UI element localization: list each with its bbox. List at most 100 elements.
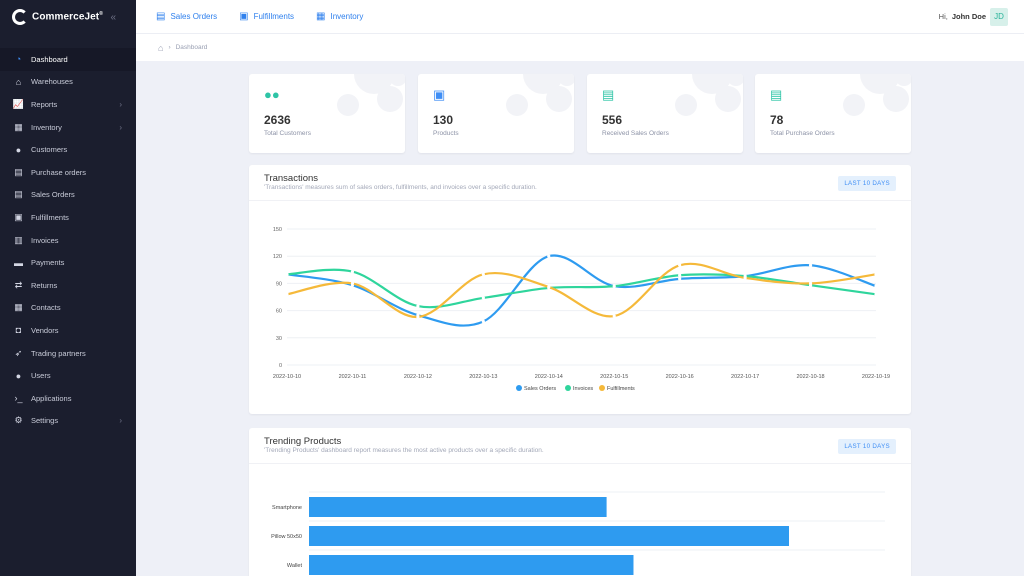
users-icon: ●● <box>264 87 280 102</box>
sidebar-item-settings[interactable]: ⚙ Settings › <box>0 410 136 433</box>
sidebar-item-applications[interactable]: ›_ Applications <box>0 387 136 410</box>
sidebar-item-label: Dashboard <box>31 54 68 64</box>
y-tick-label: 60 <box>276 309 282 315</box>
sidebar-item-purchase-orders[interactable]: ▤ Purchase orders <box>0 161 136 184</box>
box-open-icon: ▣ <box>433 87 446 102</box>
x-tick-label: 2022-10-16 <box>666 374 694 380</box>
sidebar-item-label: Purchase orders <box>31 167 87 177</box>
x-tick-label: 2022-10-17 <box>731 374 759 380</box>
topnav-label: Inventory <box>330 12 364 21</box>
divider <box>249 200 911 201</box>
stat-label: Total Customers <box>264 130 311 137</box>
sidebar-item-label: Contacts <box>31 303 61 313</box>
decorative-bubble <box>727 74 743 86</box>
collapse-sidebar-icon[interactable]: « <box>110 11 116 23</box>
sidebar-item-label: Applications <box>31 393 72 403</box>
stat-value: 78 <box>770 113 784 127</box>
sidebar-item-label: Settings <box>31 416 59 426</box>
topnav-fulfillments-link[interactable]: ▣ Fulfillments <box>239 11 294 22</box>
home-icon[interactable]: ⌂ <box>158 42 164 53</box>
legend-marker <box>516 385 522 391</box>
breadcrumb-separator: › <box>168 44 171 51</box>
data-point <box>678 273 682 277</box>
data-point <box>678 277 682 281</box>
sidebar-item-fulfillments[interactable]: ▣ Fulfillments <box>0 206 136 229</box>
breadcrumb-current: Dashboard <box>175 44 208 51</box>
category-label: Wallet <box>287 563 303 569</box>
stat-card-products[interactable]: ▣ 130 Products <box>418 74 574 153</box>
decorative-bubble <box>895 74 911 86</box>
sidebar-item-label: Users <box>31 371 51 381</box>
stat-label: Received Sales Orders <box>602 130 669 137</box>
data-point <box>481 319 485 324</box>
vendor-icon: ◘ <box>15 325 22 336</box>
stat-card-received-sales-orders[interactable]: ▤ 556 Received Sales Orders <box>587 74 743 153</box>
users-icon: ● <box>15 370 22 381</box>
data-point <box>481 296 485 300</box>
y-tick-label: 90 <box>276 281 282 287</box>
sidebar-item-returns[interactable]: ⇄ Returns <box>0 274 136 297</box>
data-point <box>547 285 551 289</box>
sidebar-item-label: Warehouses <box>31 77 73 87</box>
stat-card-total-customers[interactable]: ●● 2636 Total Customers <box>249 74 405 153</box>
decorative-bubble <box>377 86 403 112</box>
sidebar-item-customers[interactable]: ● Customers <box>0 138 136 161</box>
divider <box>249 463 911 464</box>
data-point <box>416 315 420 319</box>
file-export-icon: ▤ <box>602 87 615 102</box>
sidebar-item-trading-partners[interactable]: ➶ Trading partners <box>0 342 136 365</box>
stat-card-total-purchase-orders[interactable]: ▤ 78 Total Purchase Orders <box>755 74 911 153</box>
sidebar-item-dashboard[interactable]: ◔ Dashboard <box>0 48 136 71</box>
sidebar-item-contacts[interactable]: ▦ Contacts <box>0 297 136 320</box>
sidebar-item-label: Fulfillments <box>31 212 69 222</box>
sidebar-item-reports[interactable]: 📈 Reports › <box>0 93 136 116</box>
commercejet-logo-icon <box>12 9 28 25</box>
avatar[interactable]: JD <box>990 7 1008 26</box>
trending-title: Trending Products <box>264 436 342 447</box>
boxes-icon: ▦ <box>316 11 326 22</box>
topnav-sales-orders-link[interactable]: ▤ Sales Orders <box>156 11 217 22</box>
x-tick-label: 2022-10-15 <box>600 374 628 380</box>
sidebar-item-payments[interactable]: ▬ Payments <box>0 251 136 274</box>
transactions-range-button[interactable]: LAST 10 DAYS <box>838 176 896 191</box>
data-point <box>743 276 747 280</box>
trending-bar-chart: Smartphone Pillow 50x50 Wallet <box>271 491 885 575</box>
bar-wallet <box>309 555 634 575</box>
series-line-invoices <box>286 268 877 309</box>
sidebar-item-warehouses[interactable]: ⌂ Warehouses <box>0 71 136 94</box>
data-point <box>612 284 616 288</box>
topbar: ▤ Sales Orders ▣ Fulfillments ▦ Inventory Hi,… <box>136 0 1024 34</box>
sidebar-item-label: Trading partners <box>31 348 86 358</box>
sidebar-item-inventory[interactable]: ▦ Inventory › <box>0 116 136 139</box>
data-point <box>874 284 878 288</box>
file-export-icon: ▤ <box>14 189 23 200</box>
trending-subtitle: 'Trending Products' dashboard report mea… <box>264 447 544 454</box>
sidebar-item-invoices[interactable]: ▥ Invoices <box>0 229 136 252</box>
decorative-bubble <box>675 94 697 116</box>
sidebar-item-sales-orders[interactable]: ▤ Sales Orders <box>0 184 136 207</box>
x-tick-label: 2022-10-11 <box>339 374 367 380</box>
data-point <box>350 281 355 285</box>
file-export-icon: ▤ <box>156 11 166 22</box>
user-menu[interactable]: Hi, John Doe JD <box>939 7 1008 26</box>
bar-pillow-50x50 <box>309 526 789 546</box>
trending-range-button[interactable]: LAST 10 DAYS <box>838 439 896 454</box>
legend-label: Sales Orders <box>524 386 556 392</box>
money-icon: ▬ <box>14 257 23 268</box>
rocket-icon: ➶ <box>14 347 23 358</box>
legend-label: Fulfillments <box>607 386 635 392</box>
data-point <box>481 272 485 276</box>
series-line-sales-orders <box>286 254 877 327</box>
box-open-icon: ▣ <box>239 11 249 22</box>
brand[interactable]: CommerceJet® « <box>0 0 136 34</box>
bar-smartphone <box>309 497 607 517</box>
sidebar-item-vendors[interactable]: ◘ Vendors <box>0 319 136 342</box>
sidebar-item-users[interactable]: ● Users <box>0 364 136 387</box>
topnav-inventory-link[interactable]: ▦ Inventory <box>316 11 363 22</box>
x-tick-label: 2022-10-10 <box>273 374 301 380</box>
decorative-bubble <box>715 86 741 112</box>
sidebar-item-label: Sales Orders <box>31 190 75 200</box>
user-name: John Doe <box>951 12 986 21</box>
category-label: Smartphone <box>272 505 302 511</box>
file-import-icon: ▤ <box>14 166 23 177</box>
